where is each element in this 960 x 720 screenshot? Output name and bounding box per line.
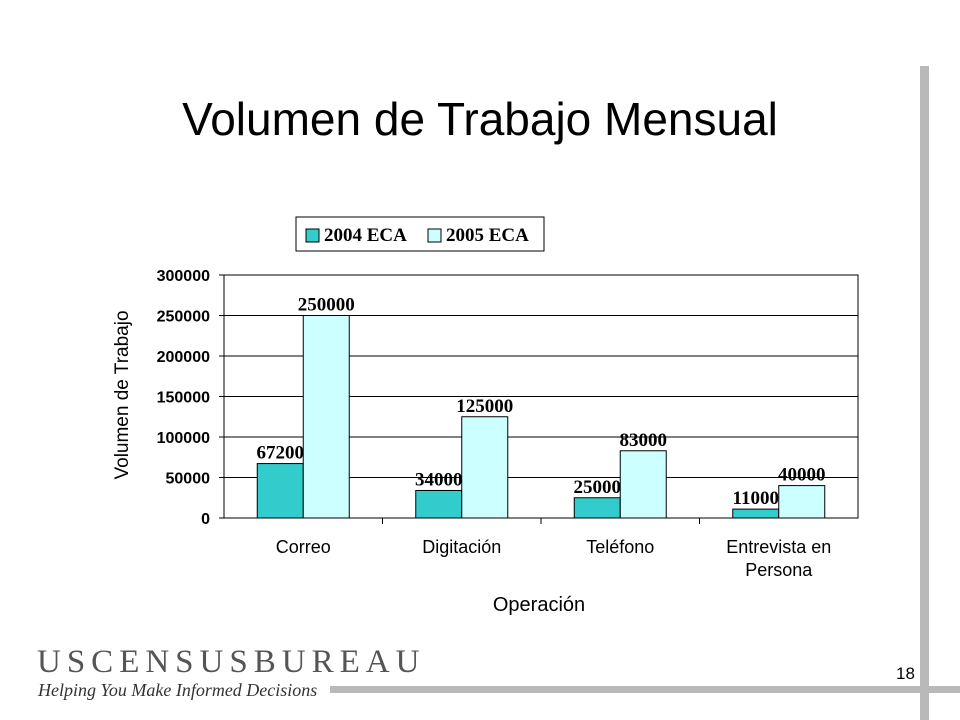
x-tick-label: Digitación xyxy=(422,537,501,557)
data-label: 25000 xyxy=(574,477,622,498)
bar-s1 xyxy=(256,463,304,519)
legend-swatch xyxy=(427,228,442,243)
bar-s2 xyxy=(778,485,826,519)
bar-s2 xyxy=(461,416,509,519)
slide-title: Volumen de Trabajo Mensual xyxy=(182,93,778,145)
x-tick-label: Teléfono xyxy=(586,537,654,557)
logo-tagline: Helping You Make Informed Decisions xyxy=(38,680,318,700)
page-number: 18 xyxy=(896,664,915,683)
bar-s1 xyxy=(732,508,780,519)
y-tick-label: 300000 xyxy=(157,268,210,285)
y-tick-label: 100000 xyxy=(157,430,210,447)
data-label: 40000 xyxy=(778,465,826,486)
chart-legend: 2004 ECA 2005 ECA xyxy=(295,216,545,252)
y-axis-label: Volumen de Trabajo xyxy=(112,310,133,479)
plot-area: 0 50000 100000 150000 200000 250000 300000 6720… xyxy=(157,268,859,580)
x-tick-label: Entrevista en xyxy=(726,537,831,557)
y-tick-label: 50000 xyxy=(166,471,211,488)
decorative-horizontal-bar xyxy=(330,686,960,693)
census-bureau-logo: USCENSUSBUREAU xyxy=(37,644,426,680)
data-label: 34000 xyxy=(415,469,463,490)
legend-label: 2004 ECA xyxy=(324,225,407,246)
legend-swatch xyxy=(305,228,320,243)
y-tick-label: 200000 xyxy=(157,349,210,366)
x-axis-label: Operación xyxy=(493,594,585,616)
y-tick-label: 250000 xyxy=(157,309,210,326)
y-tick-label: 150000 xyxy=(157,390,210,407)
y-tick-label: 0 xyxy=(201,511,210,528)
data-label: 67200 xyxy=(257,443,305,464)
bar-s1 xyxy=(415,489,463,519)
data-label: 125000 xyxy=(456,396,513,417)
data-label: 83000 xyxy=(620,430,668,451)
legend-box xyxy=(295,216,545,252)
data-label: 11000 xyxy=(733,488,779,509)
bar-s2 xyxy=(619,450,667,519)
bar-s2 xyxy=(302,315,350,519)
data-label: 250000 xyxy=(298,295,355,316)
x-tick-label: Persona xyxy=(745,560,813,580)
decorative-vertical-bar xyxy=(920,66,929,720)
bar-chart: 2004 ECA 2005 ECA 0 50000 100000 150000 20000… xyxy=(112,216,859,616)
x-tick-label: Correo xyxy=(276,537,331,557)
bar-s1 xyxy=(573,497,621,519)
legend-label: 2005 ECA xyxy=(446,225,529,246)
